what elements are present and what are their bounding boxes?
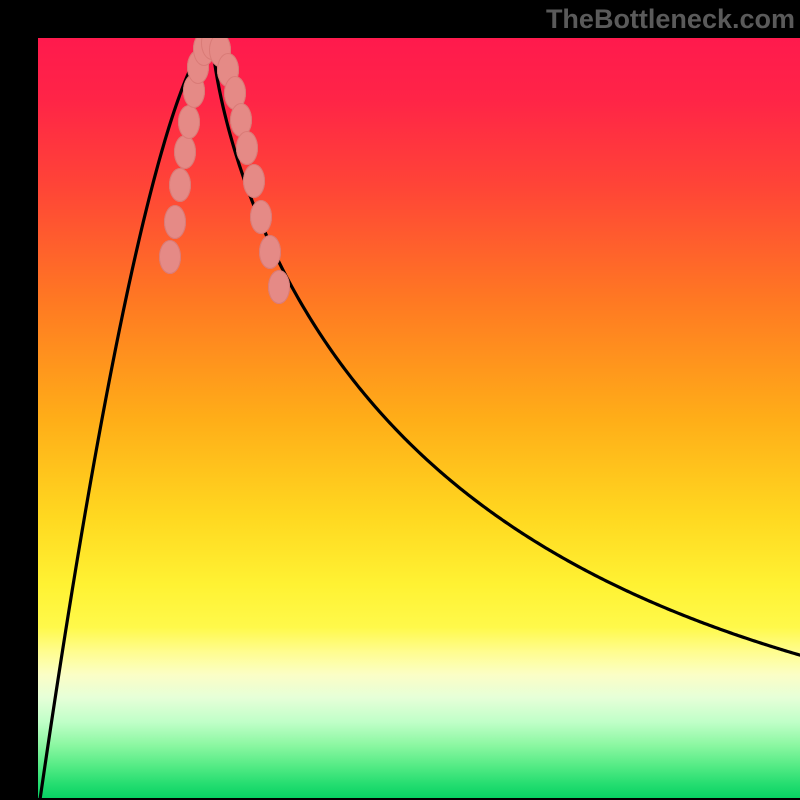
curve-marker [268,270,290,304]
curve-marker [259,235,281,269]
curve-marker [236,131,258,165]
plot-area [38,38,800,798]
watermark-text: TheBottleneck.com [546,4,795,35]
curve-marker [164,205,186,239]
curve-marker [169,168,191,202]
curve-marker [178,105,200,139]
curve-marker [250,200,272,234]
curve-markers [38,38,800,798]
curve-marker [243,164,265,198]
curve-marker [159,240,181,274]
curve-marker [174,135,196,169]
